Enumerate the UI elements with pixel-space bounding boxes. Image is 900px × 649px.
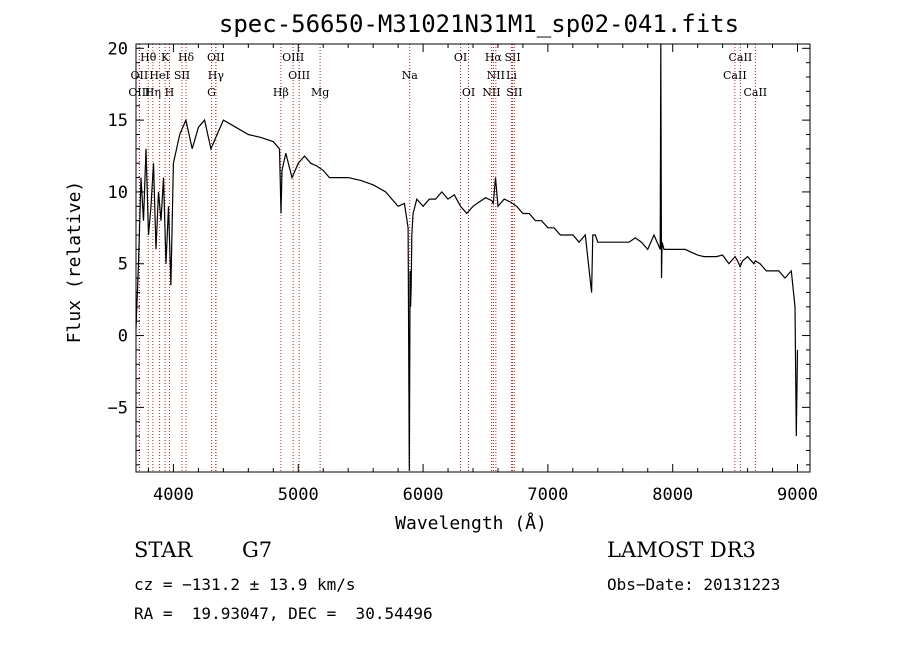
y-tick-label: 20	[108, 39, 128, 59]
spectral-line-label: Hβ	[273, 86, 289, 99]
object-class: STAR	[134, 538, 193, 562]
spectral-line-label: Li	[506, 69, 517, 82]
spectral-line-label: K	[161, 51, 170, 64]
x-tick-label: 4000	[153, 485, 194, 505]
spectral-line-label: OII	[131, 69, 149, 82]
x-tick-label: 5000	[278, 485, 319, 505]
spectral-line-label: OIII	[288, 69, 310, 82]
chart-title: spec-56650-M31021N31M1_sp02-041.fits	[219, 10, 739, 38]
x-tick-label: 9000	[777, 485, 818, 505]
spectral-line-label: NII	[482, 86, 500, 99]
spectral-line-label: Hα	[485, 51, 503, 64]
spectral-line-label: Na	[402, 69, 419, 82]
spectral-line-label: OII	[207, 51, 225, 64]
x-tick-label: 8000	[652, 485, 693, 505]
spectral-line-label: Hθ	[140, 51, 157, 64]
spectral-line-label: SII	[506, 86, 522, 99]
spectrum-series-line	[135, 43, 799, 471]
y-tick-label: 0	[118, 327, 128, 347]
spectral-line-label: OIII	[282, 51, 304, 64]
x-axis-label: Wavelength (Å)	[395, 512, 547, 534]
radial-velocity: cz = −131.2 ± 13.9 km/s	[134, 575, 356, 594]
axis-ticks: 4000 5000 6000 7000 8000 9000 −5 0 5 10 15 20	[108, 39, 818, 505]
spectral-line-label: Hγ	[208, 69, 225, 82]
object-subclass: G7	[242, 538, 273, 562]
spectral-line-label: OI	[454, 51, 467, 64]
x-tick-label: 6000	[403, 485, 444, 505]
y-axis-label: Flux (relative)	[64, 181, 85, 344]
spectral-line-label: H	[165, 86, 175, 99]
sky-coordinates: RA = 19.93047, DEC = 30.54496	[134, 604, 433, 623]
spectral-line-label: NII	[487, 69, 505, 82]
spectral-line-label: HeI	[149, 69, 169, 82]
spectral-line-label: Mg	[311, 86, 329, 99]
plot-frame	[135, 43, 811, 473]
y-tick-label: 15	[108, 111, 128, 131]
spectral-line-label: OIII	[128, 86, 150, 99]
y-tick-label: 10	[108, 183, 128, 203]
x-tick-label: 7000	[527, 485, 568, 505]
spectral-line-label: SII	[504, 51, 520, 64]
spectral-line-label: Hη	[145, 86, 161, 99]
spectral-line-label: Hδ	[178, 51, 195, 64]
spectral-line-label: CaII	[743, 86, 767, 99]
spectral-line-label: G	[207, 86, 216, 99]
y-tick-label: 5	[118, 255, 128, 275]
spectral-line-label: OI	[462, 86, 475, 99]
spectral-line-label: CaII	[723, 69, 747, 82]
survey-name: LAMOST DR3	[607, 538, 756, 562]
spectral-line-label: SII	[174, 69, 190, 82]
observation-date: Obs−Date: 20131223	[607, 575, 781, 594]
spectral-line-label: CaII	[729, 51, 753, 64]
y-tick-label: −5	[108, 398, 128, 418]
